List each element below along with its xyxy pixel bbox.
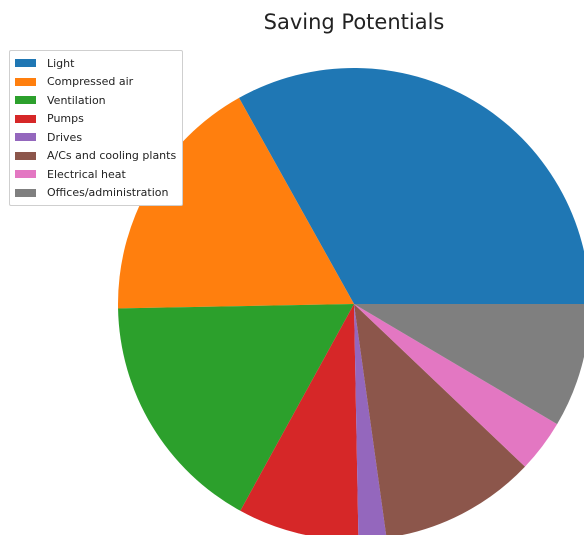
legend-item: Drives bbox=[15, 128, 176, 147]
legend-swatch bbox=[15, 151, 36, 160]
legend-label: Pumps bbox=[47, 112, 84, 126]
legend-label: Offices/administration bbox=[47, 186, 169, 200]
legend-item: A/Cs and cooling plants bbox=[15, 147, 176, 166]
chart-title: Saving Potentials bbox=[263, 10, 445, 34]
legend-label: Ventilation bbox=[47, 93, 106, 107]
pie-slice-light bbox=[239, 68, 584, 304]
pie-slice-ventilation bbox=[118, 304, 354, 511]
legend-label: Electrical heat bbox=[47, 167, 126, 181]
pie-slice-a-cs-and-cooling-plants bbox=[354, 304, 526, 535]
legend-label: Compressed air bbox=[47, 75, 134, 89]
legend-swatch bbox=[15, 133, 36, 142]
legend-label: Light bbox=[47, 56, 75, 70]
legend-item: Offices/administration bbox=[15, 184, 176, 203]
legend-label: Drives bbox=[47, 130, 83, 144]
legend-swatch bbox=[15, 77, 36, 86]
legend-swatch bbox=[15, 114, 36, 123]
legend-item: Pumps bbox=[15, 110, 176, 129]
legend-label: A/Cs and cooling plants bbox=[47, 149, 177, 163]
pie-slice-offices-administration bbox=[354, 304, 584, 425]
pie-slice-pumps bbox=[240, 304, 359, 535]
pie-slice-drives bbox=[354, 304, 387, 535]
legend-swatch bbox=[15, 59, 36, 68]
legend-item: Compressed air bbox=[15, 73, 176, 92]
pie-slice-electrical-heat bbox=[354, 304, 558, 467]
legend: Light Compressed air Ventilation Pumps Drive… bbox=[9, 50, 184, 206]
legend-swatch bbox=[15, 170, 36, 179]
legend-item: Light bbox=[15, 54, 176, 73]
legend-item: Ventilation bbox=[15, 91, 176, 110]
legend-swatch bbox=[15, 188, 36, 197]
legend-item: Electrical heat bbox=[15, 165, 176, 184]
legend-swatch bbox=[15, 96, 36, 105]
